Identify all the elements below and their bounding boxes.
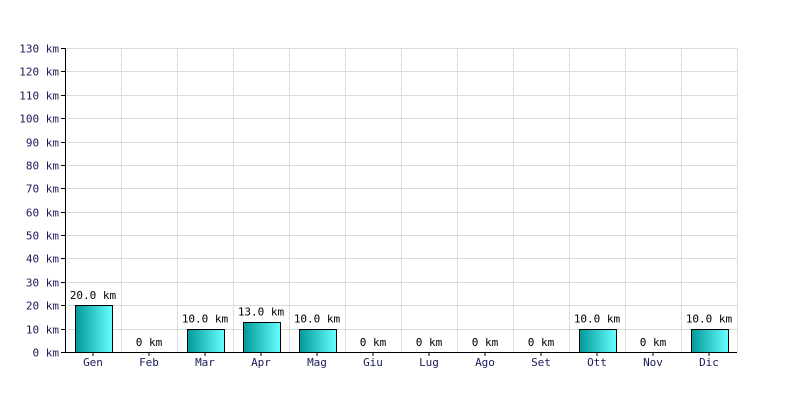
x-tick-label: Gen [83, 356, 103, 369]
y-tick-label: 120 km [19, 66, 59, 79]
x-tick-label: Apr [251, 356, 271, 369]
data-label: 0 km [640, 336, 667, 349]
data-label: 0 km [136, 336, 163, 349]
x-tick-label: Feb [139, 356, 159, 369]
x-tick-label: Ott [587, 356, 607, 369]
x-tick-label: Giu [363, 356, 383, 369]
axis-layer: 0 km 10 km 20 km 30 km 40 km 50 km 60 km 70 km 8… [19, 43, 737, 360]
y-tick-label: 90 km [26, 137, 59, 150]
y-tick-label: 30 km [26, 277, 59, 290]
y-tick-label: 0 km [33, 347, 60, 360]
bar-ott [579, 329, 617, 353]
data-label: 0 km [360, 336, 387, 349]
y-tick-label: 40 km [26, 253, 59, 266]
data-label: 10.0 km [574, 313, 621, 326]
data-label: 20.0 km [70, 289, 117, 302]
y-tick-label: 50 km [26, 230, 59, 243]
data-label: 0 km [416, 336, 443, 349]
x-tick-label: Ago [475, 356, 495, 369]
grid-layer [65, 48, 738, 353]
data-label: 0 km [528, 336, 555, 349]
y-tick-label: 110 km [19, 90, 59, 103]
bar-layer [75, 305, 729, 353]
y-tick-label: 100 km [19, 113, 59, 126]
y-tick-label: 20 km [26, 300, 59, 313]
x-tick-label: Mag [307, 356, 327, 369]
bar-mag [299, 329, 337, 353]
data-label: 13.0 km [238, 306, 285, 319]
bar-dic [691, 329, 729, 353]
y-tick-label: 80 km [26, 160, 59, 173]
bar-mar [187, 329, 225, 353]
data-label: 0 km [472, 336, 499, 349]
y-tick-label: 70 km [26, 183, 59, 196]
y-tick-label: 130 km [19, 43, 59, 56]
label-layer: Gen 20.0 km Feb 0 km Mar 10.0 km Apr 13.0 km Mag… [70, 289, 733, 369]
x-tick-label: Dic [699, 356, 719, 369]
x-tick-label: Nov [643, 356, 663, 369]
data-label: 10.0 km [686, 313, 733, 326]
y-tick-label: 60 km [26, 207, 59, 220]
y-tick-label: 10 km [26, 324, 59, 337]
x-tick-label: Lug [419, 356, 439, 369]
data-label: 10.0 km [294, 313, 341, 326]
data-label: 10.0 km [182, 313, 229, 326]
x-tick-label: Mar [195, 356, 215, 369]
bar-gen [75, 305, 113, 353]
bar-apr [243, 322, 281, 353]
x-tick-label: Set [531, 356, 551, 369]
